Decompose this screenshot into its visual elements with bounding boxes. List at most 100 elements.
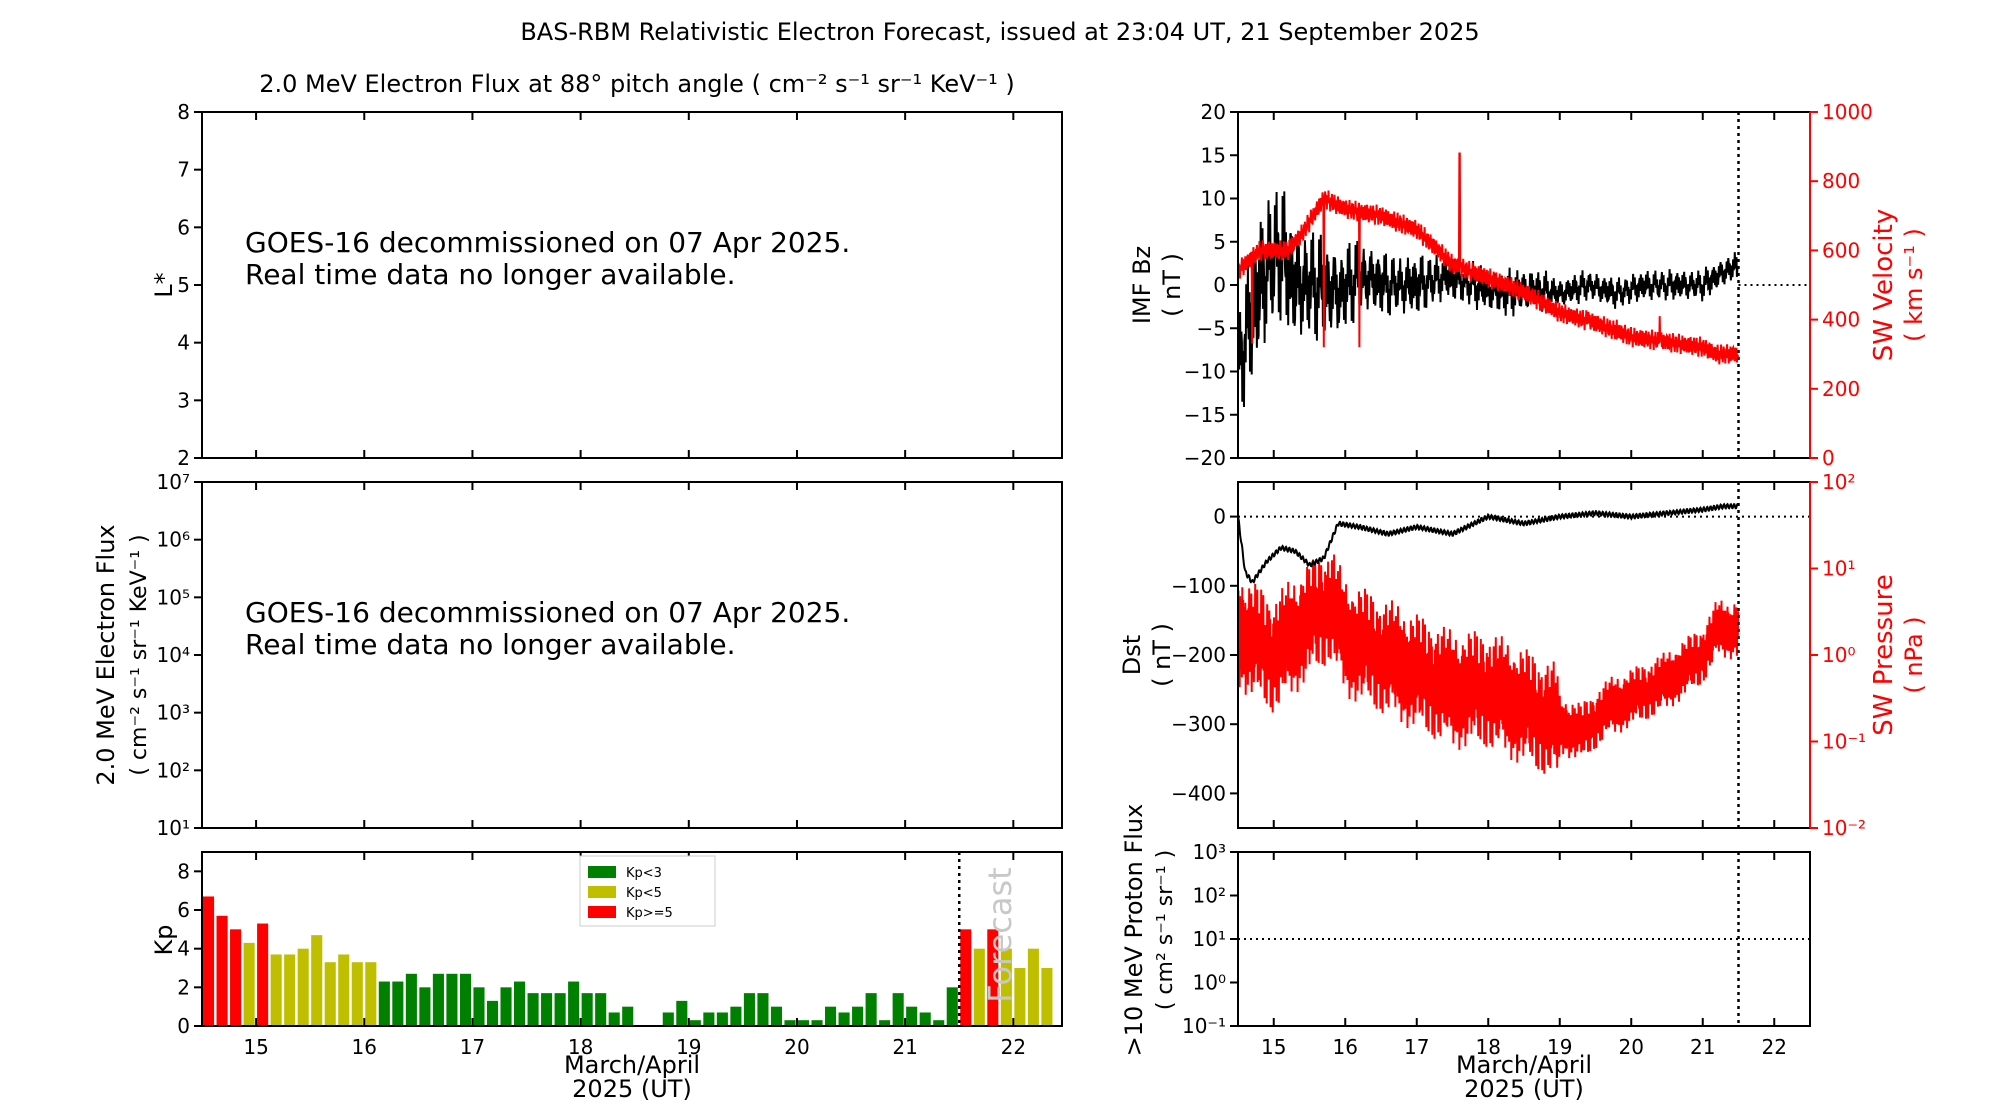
proton-xticks-label: 15 [1261, 1035, 1286, 1059]
kp-xticks-label: 22 [1001, 1035, 1026, 1059]
kp-bar [473, 987, 485, 1026]
imf-y2ticks-label: 0 [1822, 446, 1835, 470]
kp-xticks-label: 16 [352, 1035, 377, 1059]
kp-xticks-label: 15 [243, 1035, 268, 1059]
dst-ylabel-line2: ( nT ) [1148, 623, 1176, 687]
kp-bar [581, 993, 593, 1026]
dst-ytick-label: 0 [1213, 505, 1226, 529]
kp-bar [568, 981, 580, 1026]
kp-forecast-label: Forecast [981, 867, 1019, 1002]
kp-bar [622, 1006, 634, 1026]
kp-xticks-label: 20 [784, 1035, 809, 1059]
kp-yticks-label: 4 [177, 937, 190, 961]
kp-bar [514, 981, 526, 1026]
proton-xlabel-line2: 2025 (UT) [1464, 1075, 1584, 1100]
imf-ylabel-line1: IMF Bz [1128, 246, 1156, 324]
kp-yticks-label: 0 [177, 1014, 190, 1038]
kp-bar [784, 1020, 796, 1026]
flux-ylabel-line2: ( cm⁻² s⁻¹ sr⁻¹ KeV⁻¹ ) [127, 534, 152, 775]
flux-yticks-label: 10⁷ [157, 470, 190, 494]
proton-yticks-label: 10¹ [1193, 927, 1226, 951]
kp-bar [203, 896, 215, 1026]
kp-bar [797, 1020, 810, 1026]
proton-xticks-label: 22 [1762, 1035, 1787, 1059]
kp-bar [919, 1012, 931, 1026]
kp-bar [1000, 948, 1012, 1026]
figure-title: BAS-RBM Relativistic Electron Forecast, … [520, 18, 1479, 46]
kp-bar [960, 929, 972, 1026]
dst-y2ticks-label: 10² [1822, 470, 1855, 494]
kp-bar [311, 935, 323, 1026]
kp-xlabel-line2: 2025 (UT) [572, 1075, 692, 1100]
kp-bar [257, 923, 269, 1026]
kp-bar [689, 1020, 701, 1026]
imf-yticks-label: 15 [1201, 143, 1226, 167]
proton-yticks-label: 10⁰ [1193, 971, 1226, 995]
proton-xticks-label: 21 [1690, 1035, 1715, 1059]
proton-xticks-label: 17 [1404, 1035, 1429, 1059]
kp-bar [933, 1020, 945, 1026]
kp-bar [973, 948, 985, 1026]
dst-ylabel-line1: Dst [1118, 635, 1146, 675]
kp-bar [378, 981, 390, 1026]
sw-velocity-line [1237, 152, 1740, 365]
kp-yticks-label: 8 [177, 859, 190, 883]
kp-bar [757, 993, 769, 1026]
flux-yticks-label: 10³ [157, 701, 190, 725]
proton-xticks-label: 18 [1476, 1035, 1501, 1059]
sw-pressure-line [1237, 554, 1740, 774]
legend-swatch-red [588, 906, 616, 918]
kp-bar [676, 1000, 688, 1026]
imf-yticks-label: −5 [1197, 316, 1226, 340]
legend-swatch-yellow [588, 886, 616, 898]
flux-yticks-label: 10² [157, 758, 190, 782]
imf-y2ticks-label: 200 [1822, 377, 1860, 401]
lstar-yticks-label: 3 [177, 388, 190, 412]
lstar-panel-title: 2.0 MeV Electron Flux at 88° pitch angle… [259, 70, 1015, 98]
kp-bar [527, 993, 539, 1026]
flux-yticks-label: 10¹ [157, 816, 190, 840]
kp-bar [392, 981, 404, 1026]
kp-bar [892, 993, 904, 1026]
dst-y2ticks-label: 10⁻² [1822, 816, 1866, 840]
kp-bar [906, 1006, 918, 1026]
kp-xticks-label: 21 [892, 1035, 917, 1059]
lstar-yticks-label: 6 [177, 215, 190, 239]
proton-yticks-label: 10⁻¹ [1182, 1014, 1226, 1038]
imf-y2label-line2: ( km s⁻¹ ) [1900, 228, 1928, 342]
kp-bar [730, 1006, 742, 1026]
lstar-yticks-label: 5 [177, 273, 190, 297]
dst-ytick-label: −200 [1171, 643, 1226, 667]
legend-swatch-green [588, 866, 616, 878]
kp-bar [284, 954, 296, 1026]
imf-y2ticks-label: 800 [1822, 169, 1860, 193]
dst-ytick-label: −400 [1171, 781, 1226, 805]
imf-bz-line [1237, 191, 1739, 408]
kp-bar [865, 993, 877, 1026]
lstar-panel: 2.0 MeV Electron Flux at 88° pitch angle… [150, 70, 1063, 470]
kp-bar [825, 1006, 837, 1026]
kp-bar [216, 915, 228, 1026]
kp-bar [270, 954, 282, 1026]
kp-bar [365, 962, 377, 1026]
imf-y2label-line1: SW Velocity [1869, 209, 1899, 361]
dst-ytick-label: −300 [1171, 712, 1226, 736]
imf-yticks-label: 5 [1213, 230, 1226, 254]
imf-panel: −20 −15 −10 −5 0 5 10 15 20 0 200 400 600 800 1000 IM… [1128, 100, 1928, 470]
kp-bar [743, 993, 755, 1026]
proton-ylabel-line1: >10 MeV Proton Flux [1120, 804, 1148, 1057]
kp-bar [541, 993, 553, 1026]
proton-xlabel-line1: March/April [1456, 1051, 1592, 1079]
lstar-message-line2: Real time data no longer available. [245, 258, 736, 291]
kp-bar [662, 1012, 674, 1026]
kp-bar [432, 973, 444, 1026]
dst-y2ticks-label: 10¹ [1822, 557, 1855, 581]
lstar-message-line1: GOES-16 decommissioned on 07 Apr 2025. [245, 226, 850, 259]
kp-bar [703, 1012, 715, 1026]
imf-y2ticks-label: 1000 [1822, 100, 1873, 124]
kp-xticks-label: 18 [568, 1035, 593, 1059]
lstar-yticks-label: 7 [177, 158, 190, 182]
kp-bar [987, 929, 999, 1026]
flux-message-line2: Real time data no longer available. [245, 628, 736, 661]
